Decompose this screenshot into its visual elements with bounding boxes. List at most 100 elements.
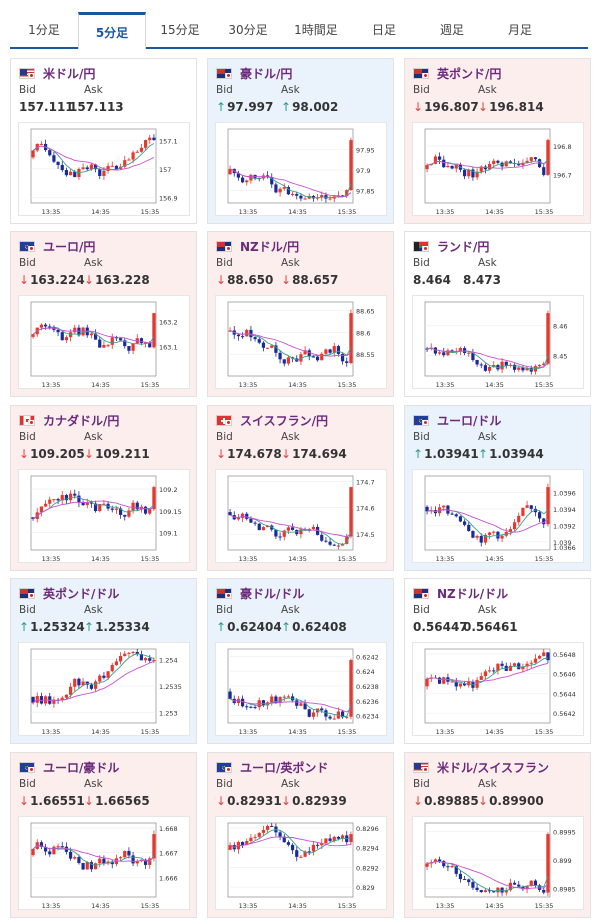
candle-body	[240, 513, 245, 518]
rate-card[interactable]: NZドル/ドル Bid Ask 0.56447 0.56461 0.5648 0.5646 0…	[404, 578, 591, 744]
currency-pair-link[interactable]: ユーロ/英ポンド	[216, 759, 328, 775]
moving-average-slow-line	[229, 514, 352, 538]
x-tick-label: 13:35	[436, 902, 455, 910]
bid-label: Bid	[19, 431, 36, 443]
tab-0[interactable]: 1分足	[28, 23, 60, 37]
price-chart[interactable]: 174.7 174.6 174.5 13:35 14:35 15:35	[215, 469, 387, 563]
bid-label: Bid	[413, 604, 430, 616]
currency-pair-link[interactable]: 豪ドル/ドル	[216, 585, 304, 601]
rate-card[interactable]: ユーロ/円 Bid Ask ↓163.224 ↓163.228 163.2 163.1 13:…	[10, 231, 197, 397]
rate-card[interactable]: 豪ドル/円 Bid Ask ↑97.997 ↑98.002 97.95 97.9 97.85 1…	[207, 58, 394, 224]
candle-body	[521, 507, 525, 516]
plot-frame	[227, 301, 354, 377]
currency-pair-link[interactable]: スイスフラン/円	[216, 412, 328, 428]
currency-pair-link[interactable]: 英ポンド/ドル	[19, 585, 119, 601]
candle-body	[307, 350, 311, 357]
price-chart[interactable]: 163.2 163.1 13:35 14:35 15:35	[18, 295, 190, 389]
tab-2[interactable]: 15分足	[160, 23, 200, 37]
ask-label: Ask	[478, 257, 497, 269]
trend-arrow-icon: ↓	[19, 447, 30, 461]
candle-body	[114, 337, 119, 339]
candle-body	[475, 171, 479, 178]
tab-1[interactable]: 5分足	[78, 12, 146, 49]
y-tick-label: 163.1	[159, 343, 178, 351]
currency-pair-link[interactable]: NZドル/ドル	[413, 585, 508, 601]
price-chart[interactable]: 0.5648 0.5646 0.5644 0.5642 13:35 14:35 15:35	[412, 642, 584, 736]
currency-pair-link[interactable]: 米ドル/スイスフラン	[413, 759, 549, 775]
y-tick-label: 1.666	[159, 874, 178, 882]
price-chart[interactable]: 109.2 109.15 109.1 13:35 14:35 15:35	[18, 469, 190, 563]
candle-body	[89, 333, 94, 336]
trend-arrow-icon: ↑	[84, 620, 95, 634]
rate-card[interactable]: ユーロ/ドル Bid Ask ↑1.03941 ↑1.03944 1.0366 1.0396…	[404, 405, 591, 571]
rate-card[interactable]: ランド/円 Bid Ask 8.464 8.473 8.46 8.45 13:35 14:35 1…	[404, 231, 591, 397]
rate-card[interactable]: 豪ドル/ドル Bid Ask ↑0.62404 ↑0.62408 0.6242 0.624 0…	[207, 578, 394, 744]
currency-pair-link[interactable]: 米ドル/円	[19, 65, 95, 81]
currency-pair-link[interactable]: カナダドル/円	[19, 412, 119, 428]
price-chart[interactable]: 88.65 88.6 88.55 13:35 14:35 15:35	[215, 295, 387, 389]
candle-body	[462, 879, 467, 881]
bid-price: ↓196.807	[413, 100, 479, 114]
currency-pair-link[interactable]: ユーロ/豪ドル	[19, 759, 119, 775]
trend-arrow-icon: ↓	[216, 273, 227, 287]
price-chart[interactable]: 1.668 1.667 1.666 13:35 14:35 15:35	[18, 816, 190, 910]
candle-body	[442, 352, 446, 356]
candle-body	[517, 367, 521, 370]
tab-4[interactable]: 1時間足	[294, 23, 338, 37]
rate-card[interactable]: 英ポンド/円 Bid Ask ↓196.807 ↓196.814 196.8 196.7 13…	[404, 58, 591, 224]
candle-body	[52, 155, 56, 162]
candle-body	[307, 709, 311, 717]
currency-pair-link[interactable]: ユーロ/円	[19, 238, 95, 254]
rate-card[interactable]: 米ドル/円 Bid Ask 157.111 157.113 157.1 157 156.9 13…	[10, 58, 197, 224]
candle-body	[504, 361, 508, 366]
rate-card[interactable]: NZドル/円 Bid Ask ↓88.650 ↓88.657 88.65 88.6 88.55…	[207, 231, 394, 397]
rate-card[interactable]: ユーロ/英ポンド Bid Ask ↓0.82931 ↓0.82939 0.8296 0.82…	[207, 752, 394, 918]
candle-body	[43, 324, 48, 327]
tab-7[interactable]: 月足	[507, 23, 532, 37]
price-chart[interactable]: 8.46 8.45 13:35 14:35 15:35	[412, 295, 584, 389]
candle-body	[512, 882, 517, 885]
tab-3[interactable]: 30分足	[228, 23, 268, 37]
candle-body	[89, 862, 94, 870]
candle-body	[512, 663, 517, 666]
candle-body	[546, 313, 550, 364]
price-chart[interactable]: 1.254 1.2535 1.253 13:35 14:35 15:35	[18, 642, 190, 736]
candle-body	[123, 653, 127, 656]
price-chart[interactable]: 0.6242 0.624 0.6238 0.6236 0.6234 13:35 14:35 1…	[215, 642, 387, 736]
timeframe-tabs: 1分足 5分足 15分足 30分足 1時間足 日足 週足 月足	[10, 12, 588, 49]
rate-card[interactable]: スイスフラン/円 Bid Ask ↓174.678 ↓174.694 174.7 174.6…	[207, 405, 394, 571]
tab-6[interactable]: 週足	[439, 23, 464, 37]
trend-arrow-icon: ↓	[216, 794, 227, 808]
rate-card[interactable]: 英ポンド/ドル Bid Ask ↑1.25324 ↑1.25334 1.254 1.2535…	[10, 578, 197, 744]
candle-body	[479, 536, 483, 543]
nz-jp-flag-icon	[216, 240, 240, 252]
y-tick-label: 0.6242	[356, 653, 379, 661]
candle-body	[127, 850, 131, 856]
price-chart[interactable]: 97.95 97.9 97.85 13:35 14:35 15:35	[215, 122, 387, 216]
price-chart[interactable]: 157.1 157 156.9 13:35 14:35 15:35	[18, 122, 190, 216]
currency-pair-link[interactable]: 豪ドル/円	[216, 65, 292, 81]
candle-body	[245, 513, 249, 519]
currency-pair-link[interactable]: ランド/円	[413, 238, 489, 254]
price-chart[interactable]: 0.8995 0.899 0.8985 13:35 14:35 15:35	[412, 816, 584, 910]
candle-body	[324, 540, 328, 542]
rate-card[interactable]: 米ドル/スイスフラン Bid Ask ↓0.89885 ↓0.89900 0.8995 0.…	[404, 752, 591, 918]
candle-body	[240, 336, 245, 338]
rate-card[interactable]: ユーロ/豪ドル Bid Ask ↓1.66551 ↓1.66565 1.668 1.667 1…	[10, 752, 197, 918]
rate-card[interactable]: カナダドル/円 Bid Ask ↓109.205 ↓109.211 109.2 109.15…	[10, 405, 197, 571]
moving-average-fast-line	[32, 496, 155, 520]
candle-body	[496, 160, 500, 163]
currency-pair-link[interactable]: NZドル/円	[216, 238, 299, 254]
price-chart[interactable]: 1.0366 1.0396 1.0394 1.0392 1.039 13:35 14:35 1…	[412, 469, 584, 563]
price-chart[interactable]: 196.8 196.7 13:35 14:35 15:35	[412, 122, 584, 216]
candle-body	[228, 691, 232, 699]
candle-body	[303, 198, 307, 200]
y-tick-label: 97.95	[356, 147, 375, 155]
candle-body	[152, 313, 156, 348]
tab-5[interactable]: 日足	[371, 23, 396, 37]
price-chart[interactable]: 0.8296 0.8294 0.8292 0.829 13:35 14:35 15:35	[215, 816, 387, 910]
candle-body	[131, 152, 135, 160]
currency-pair-link[interactable]: ユーロ/ドル	[413, 412, 501, 428]
candle-body	[265, 347, 270, 349]
currency-pair-link[interactable]: 英ポンド/円	[413, 65, 501, 81]
